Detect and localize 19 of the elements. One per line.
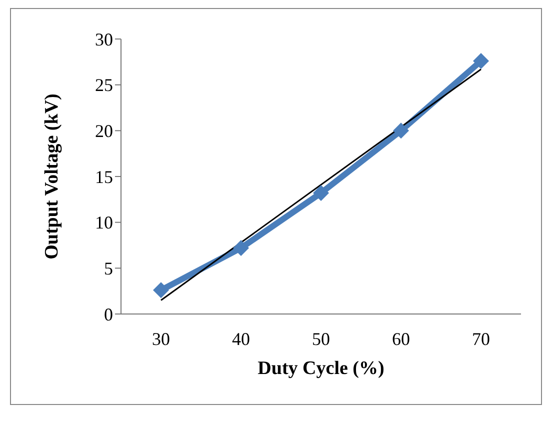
x-tick-label: 40 [232, 328, 250, 349]
point [393, 122, 409, 139]
y-tick-label: 20 [95, 121, 113, 142]
x-tick-label: 30 [152, 328, 170, 349]
y-axis-title: Output Voltage (kV) [42, 94, 63, 260]
y-tick-label: 0 [104, 304, 113, 324]
y-tick-label: 30 [95, 29, 113, 50]
y-tick-label: 10 [95, 212, 113, 233]
x-tick-label: 60 [392, 328, 410, 349]
point [233, 240, 249, 256]
x-axis-title: Duty Cycle (%) [258, 358, 384, 379]
x-tick-label: 50 [312, 328, 330, 349]
y-tick-label: 25 [95, 75, 113, 96]
y-tick-label: 15 [95, 166, 113, 187]
y-tick-label: 5 [104, 258, 113, 279]
point [473, 53, 489, 69]
point [313, 185, 329, 201]
point [153, 282, 169, 298]
x-tick-label: 70 [472, 328, 490, 349]
